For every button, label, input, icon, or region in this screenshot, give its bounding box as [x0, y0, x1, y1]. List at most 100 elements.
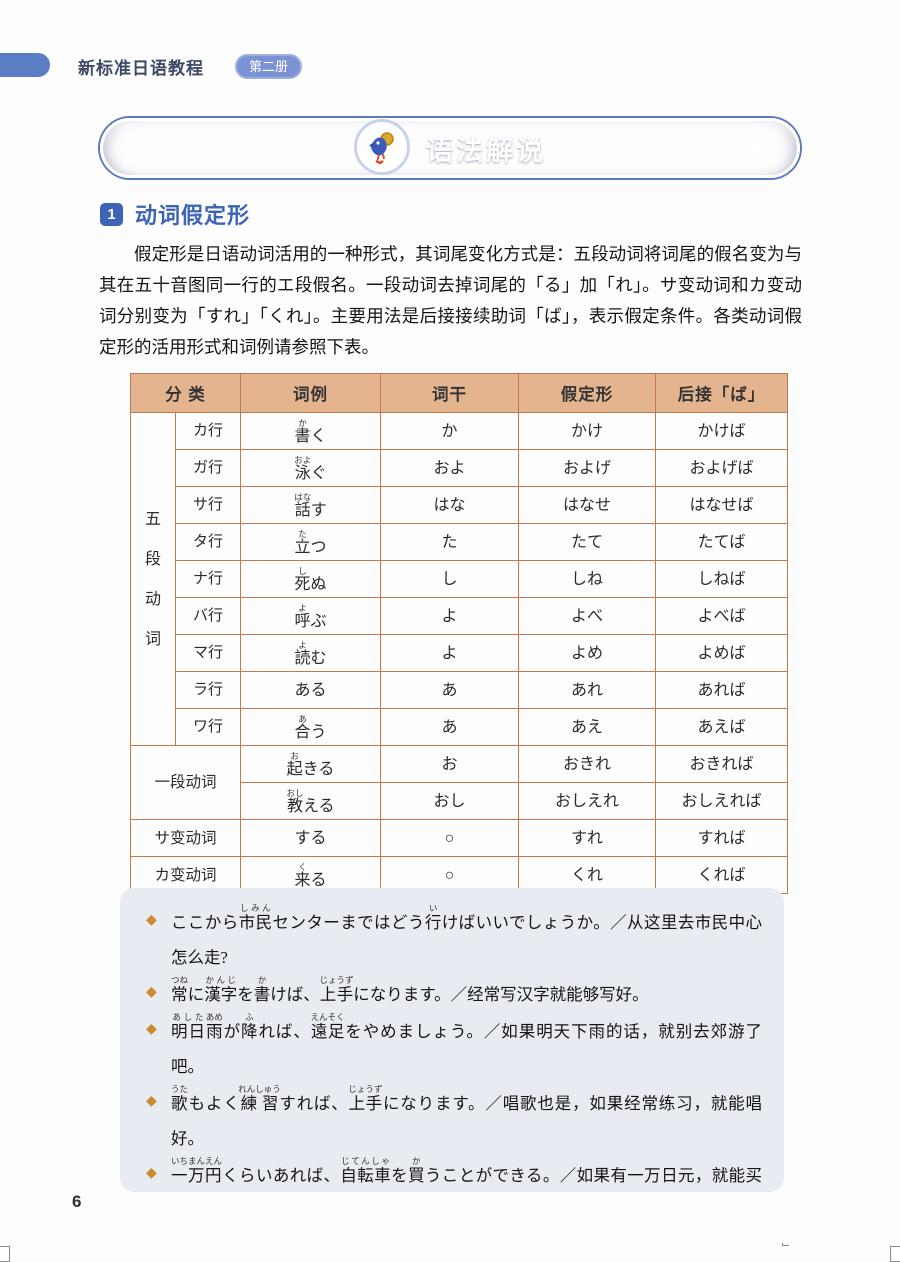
stem-cell: ○ — [380, 856, 519, 894]
stem-cell: おし — [380, 782, 519, 820]
section-title: 动词假定形 — [135, 203, 251, 228]
conditional-cell: すれ — [518, 819, 656, 857]
ba-form-cell: およげば — [655, 449, 788, 487]
conditional-cell: あれ — [518, 671, 656, 709]
conditional-cell: よめ — [518, 634, 656, 672]
banner-title: 语法解说 — [426, 135, 546, 166]
example-word-cell: 書かく — [240, 412, 381, 450]
stem-cell: およ — [380, 449, 519, 487]
example-word-cell: する — [240, 819, 381, 857]
crop-mark — [0, 1246, 10, 1262]
ba-form-cell: しねば — [655, 560, 788, 598]
conditional-cell: かけ — [518, 412, 656, 450]
example-item: ◆ ここから市民しみんセンターまではどう行いけばいいでしょうか。／从这里去市民中心… — [146, 903, 762, 975]
series-title: 新标准日语教程 — [78, 59, 204, 78]
stem-cell: あ — [380, 671, 519, 709]
diamond-bullet-icon: ◆ — [146, 1166, 157, 1181]
stem-cell: し — [380, 560, 519, 598]
example-word-cell: 合あう — [240, 708, 381, 746]
col-header-ba-form: 后接「ば」 — [655, 373, 788, 413]
row-kana-column-cell: タ行 — [175, 523, 241, 561]
col-header-stem: 词干 — [380, 373, 519, 413]
ba-form-cell: たてば — [655, 523, 788, 561]
conditional-cell: しね — [518, 560, 656, 598]
diamond-bullet-icon: ◆ — [146, 1094, 157, 1109]
example-item: ◆ 常つねに漢字かんじを書かけば、上手じょうずになります。／经常写汉字就能够写好。 — [146, 975, 762, 1012]
volume-badge: 第二册 — [235, 54, 303, 79]
stem-cell: よ — [380, 597, 519, 635]
diamond-bullet-icon: ◆ — [146, 913, 157, 928]
example-sentence-text: 明日あした雨あめが降ふれば、遠足えんそくをやめましょう。／如果明天下雨的话，就别… — [171, 1012, 763, 1076]
conditional-cell: おきれ — [518, 745, 656, 783]
stem-cell: お — [380, 745, 519, 783]
table-row: サ行 話はなす はな はなせ はなせば — [131, 486, 788, 524]
table-row: タ行 立たつたたて たてば — [131, 523, 788, 561]
stem-cell: はな — [380, 486, 519, 524]
ba-form-cell: おきれば — [655, 745, 788, 783]
example-item: ◆ 明日あした雨あめが降ふれば、遠足えんそくをやめましょう。／如果明天下雨的话，就… — [146, 1012, 762, 1084]
conditional-cell: あえ — [518, 708, 656, 746]
table-row: ガ行 泳およぐ およ およげ およげば — [131, 449, 788, 487]
ba-form-cell: あれば — [655, 671, 788, 709]
ba-form-cell: あえば — [655, 708, 788, 746]
page-number: 6 — [72, 1192, 82, 1211]
ba-form-cell: おしえれば — [655, 782, 788, 820]
stem-cell: た — [380, 523, 519, 561]
intro-paragraph: 假定形是日语动词活用的一种形式，其词尾变化方式是：五段动词将词尾的假名变为与其在… — [99, 244, 802, 357]
example-word-cell: 起おきる — [240, 745, 381, 783]
row-kana-column-cell: マ行 — [175, 634, 241, 672]
grammar-banner: 语法解说 — [100, 118, 800, 178]
example-sentence-text: ここから市民しみんセンターまではどう行いけばいいでしょうか。／从这里去市民中心怎… — [171, 903, 763, 967]
table-row: ラ行 あるああれ あれば — [131, 671, 788, 709]
example-item: ◆ 一万円いちまんえんくらいあれば、自転車じてんしゃを買かうことができる。／如果有… — [146, 1156, 762, 1192]
row-kana-column-cell: ラ行 — [175, 671, 241, 709]
row-kana-column-cell: ナ行 — [175, 560, 241, 598]
category-cell: カ变动词 — [130, 856, 241, 894]
ba-form-cell: すれば — [655, 819, 788, 857]
table-row: ワ行 合あうああえ あえば — [131, 708, 788, 746]
table-row: 五段动词カ行 書かくかかけ かけば — [130, 412, 788, 746]
ba-form-cell: よべば — [655, 597, 788, 635]
table-row: 教おしえる おし おしえれ おしえれば — [131, 782, 788, 820]
crop-mark — [890, 1246, 900, 1262]
example-word-cell: 読よむ — [240, 634, 381, 672]
row-kana-column-cell: バ行 — [175, 597, 241, 635]
conditional-cell: はなせ — [518, 486, 656, 524]
category-cell: 一段动词 — [130, 745, 241, 820]
row-kana-column-cell: ガ行 — [175, 449, 241, 487]
crop-mark — [782, 1243, 789, 1246]
example-sentence-text: 歌うたもよく練習れんしゅうすれば、上手じょうずになります。／唱歌也是，如果经常练… — [171, 1084, 763, 1148]
ba-form-cell: はなせば — [655, 486, 788, 524]
example-word-cell: 死しぬ — [240, 560, 381, 598]
col-header-category: 分 类 — [130, 373, 241, 413]
ba-form-cell: くれば — [655, 856, 788, 894]
corner-tab-decoration — [0, 53, 50, 77]
row-kana-column-cell: ワ行 — [175, 708, 241, 746]
table-row: カ变动词 来くる ○ くれ くれば — [130, 856, 788, 894]
section-number-badge: 1 — [100, 202, 123, 226]
table-row: 一段动词 起おきるおおきれ おきれば — [130, 745, 788, 820]
example-item: ◆ 歌うたもよく練習れんしゅうすれば、上手じょうずになります。／唱歌也是，如果经常… — [146, 1084, 762, 1156]
category-cell: 五段动词 — [130, 412, 176, 746]
col-header-example: 词例 — [240, 373, 381, 413]
stem-cell: か — [380, 412, 519, 450]
ba-form-cell: かけば — [655, 412, 788, 450]
stem-cell: あ — [380, 708, 519, 746]
table-header-row: 分 类 词例 词干 假定形 后接「ば」 — [130, 373, 788, 413]
diamond-bullet-icon: ◆ — [146, 985, 157, 1000]
examples-list: ◆ ここから市民しみんセンターまではどう行いけばいいでしょうか。／从这里去市民中心… — [146, 903, 762, 1192]
row-kana-column-cell: サ行 — [175, 486, 241, 524]
section-heading: 1 动词假定形 — [100, 198, 250, 230]
conditional-cell: おしえれ — [518, 782, 656, 820]
table-row: バ行 呼よぶよよべ よべば — [131, 597, 788, 635]
conditional-cell: くれ — [518, 856, 656, 894]
example-word-cell: 教おしえる — [240, 782, 381, 820]
diamond-bullet-icon: ◆ — [146, 1022, 157, 1037]
bird-mascot-icon — [354, 119, 410, 175]
example-word-cell: 来くる — [240, 856, 381, 894]
table-row: ナ行 死しぬししね しねば — [131, 560, 788, 598]
speaker-icon[interactable] — [749, 135, 775, 161]
table-row: マ行 読よむよよめ よめば — [131, 634, 788, 672]
conjugation-table: 分 类 词例 词干 假定形 后接「ば」 五段动词カ行 書かくかかけ かけば ガ行 泳およ… — [130, 373, 788, 894]
page-header: 新标准日语教程 第二册 — [0, 52, 900, 80]
